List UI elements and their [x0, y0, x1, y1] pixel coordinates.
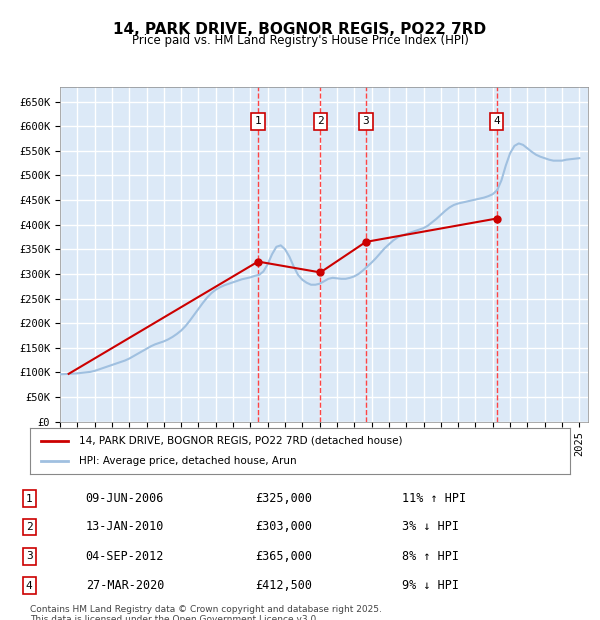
- Text: 8% ↑ HPI: 8% ↑ HPI: [401, 550, 458, 563]
- Text: £365,000: £365,000: [255, 550, 312, 563]
- Text: HPI: Average price, detached house, Arun: HPI: Average price, detached house, Arun: [79, 456, 296, 466]
- Text: £325,000: £325,000: [255, 492, 312, 505]
- Text: £303,000: £303,000: [255, 520, 312, 533]
- Text: 14, PARK DRIVE, BOGNOR REGIS, PO22 7RD: 14, PARK DRIVE, BOGNOR REGIS, PO22 7RD: [113, 22, 487, 37]
- Text: 3% ↓ HPI: 3% ↓ HPI: [401, 520, 458, 533]
- Text: 14, PARK DRIVE, BOGNOR REGIS, PO22 7RD (detached house): 14, PARK DRIVE, BOGNOR REGIS, PO22 7RD (…: [79, 436, 402, 446]
- Text: 2: 2: [26, 522, 32, 532]
- Text: 09-JUN-2006: 09-JUN-2006: [86, 492, 164, 505]
- Text: £412,500: £412,500: [255, 579, 312, 592]
- Text: 04-SEP-2012: 04-SEP-2012: [86, 550, 164, 563]
- Text: 13-JAN-2010: 13-JAN-2010: [86, 520, 164, 533]
- Text: Price paid vs. HM Land Registry's House Price Index (HPI): Price paid vs. HM Land Registry's House …: [131, 34, 469, 47]
- Text: 1: 1: [254, 117, 262, 126]
- Text: 11% ↑ HPI: 11% ↑ HPI: [401, 492, 466, 505]
- Text: Contains HM Land Registry data © Crown copyright and database right 2025.
This d: Contains HM Land Registry data © Crown c…: [30, 604, 382, 620]
- Text: 3: 3: [26, 551, 32, 561]
- Text: 3: 3: [362, 117, 369, 126]
- Text: 9% ↓ HPI: 9% ↓ HPI: [401, 579, 458, 592]
- Text: 4: 4: [493, 117, 500, 126]
- Text: 2: 2: [317, 117, 324, 126]
- Text: 1: 1: [26, 494, 32, 503]
- Text: 27-MAR-2020: 27-MAR-2020: [86, 579, 164, 592]
- Text: 4: 4: [26, 581, 32, 591]
